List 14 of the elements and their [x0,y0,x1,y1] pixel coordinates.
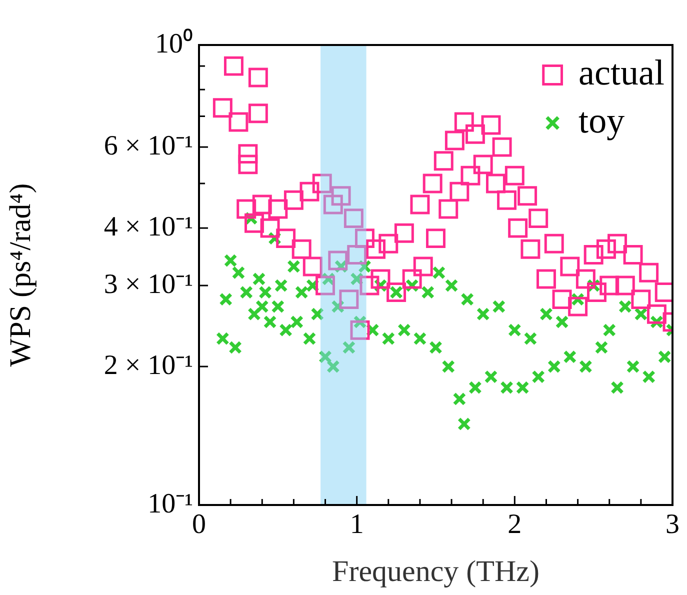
y-tick-label: 6 × 10⁻¹ [104,130,193,162]
y-tick-label: 10⁻¹ [148,488,193,520]
x-tick-label: 1 [350,509,364,540]
y-tick-label: 10⁰ [155,28,193,60]
legend-label: toy [578,100,625,140]
y-axis-title: WPS (ps⁴/rad⁴) [4,183,37,367]
y-tick-label: 3 × 10⁻¹ [104,268,193,300]
x-tick-label: 2 [508,509,522,540]
y-tick-label: 2 × 10⁻¹ [104,350,193,381]
legend-label: actual [578,52,665,92]
x-tick-label: 3 [666,509,680,540]
x-tick-label: 0 [192,509,206,540]
x-axis-title: Frequency (THz) [332,554,540,588]
y-tick-label: 4 × 10⁻¹ [104,211,193,242]
